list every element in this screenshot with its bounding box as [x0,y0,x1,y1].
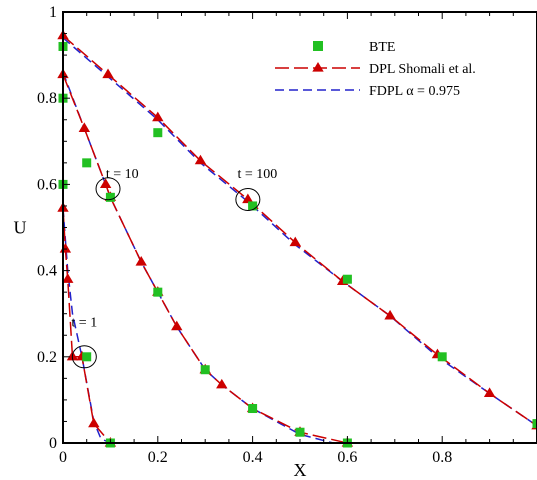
fdpl-line [62,72,334,444]
annotation-circle [235,187,261,211]
y-tick-label: 1 [49,4,57,21]
bte-point [153,287,163,297]
y-tick-label: 0.4 [37,263,57,280]
dpl-point [483,387,496,398]
dpl-point [59,243,72,253]
bte-point [248,404,258,414]
annotation-label: t = 10 [106,167,139,182]
bte-point [200,365,210,375]
legend-label-fdpl: FDPL α = 0.975 [369,84,460,99]
fdpl-line [62,208,111,444]
y-tick-label: 0.6 [37,176,57,193]
dpl-line [62,74,348,444]
dpl-point [171,320,183,331]
dpl-point [62,273,74,283]
dpl-point [135,255,147,266]
dpl-point [102,68,114,79]
dpl-point [216,378,228,389]
x-tick-label: 0.8 [432,449,452,466]
x-tick-label: 0.4 [243,449,263,466]
bte-point [105,192,115,202]
dpl-point [194,154,207,165]
dpl-point [289,236,301,247]
x-tick-label: 0 [59,449,67,466]
bte-point [153,128,163,138]
bte-point [437,352,447,362]
plot-marks [57,29,537,448]
y-tick-label: 0.8 [37,90,57,107]
annotation-circle [71,345,97,369]
annotation-circle [95,177,121,201]
dpl-point [384,309,396,320]
legend-marker-dpl [312,62,324,72]
dpl-point [88,417,100,428]
dpl-point [78,122,91,132]
y-tick-label: 0.2 [37,349,57,366]
fdpl-line [62,37,537,427]
bte-point [248,201,258,211]
x-tick-label: 0.2 [148,449,168,466]
annotations: t = 1 t = 10 t = 100 [71,167,277,369]
bte-point [82,158,92,168]
bte-point [295,427,305,437]
x-tick-label: 0.6 [337,449,357,466]
legend-label-bte: BTE [369,40,395,55]
dpl-point [152,111,164,122]
annotation-label: t = 100 [237,167,277,182]
x-axis-label: X [294,460,307,480]
bte-point [342,274,352,284]
y-tick-label: 0 [49,435,57,452]
dpl-point [242,193,254,204]
axis-ticks: 0 0.2 0.4 0.6 0.8 0 0.2 0.4 0.6 0.8 1 [37,4,537,466]
bte-point [82,352,92,362]
annotation-label: t = 1 [71,316,97,331]
bte-point [532,419,537,429]
legend: BTE DPL Shomali et al. FDPL α = 0.975 [275,40,476,99]
dpl-line [62,35,537,427]
legend-label-dpl: DPL Shomali et al. [369,62,476,77]
y-axis-label: U [14,218,27,238]
dpl-point [99,178,112,188]
legend-marker-bte [313,41,323,51]
